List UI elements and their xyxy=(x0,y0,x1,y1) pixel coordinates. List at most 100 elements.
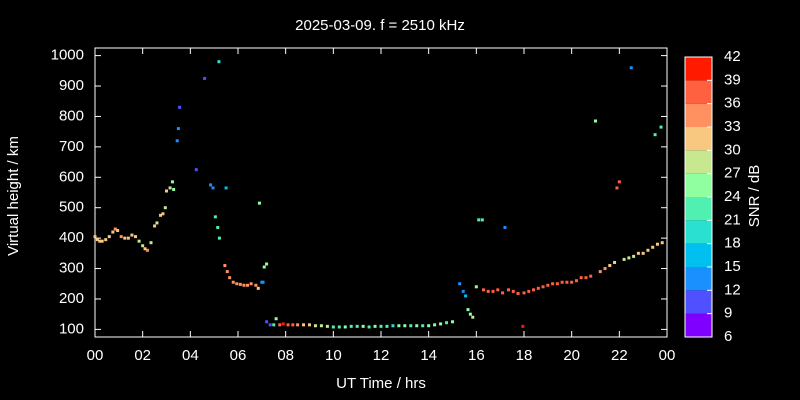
data-point xyxy=(627,256,631,260)
data-point xyxy=(373,324,377,328)
data-point xyxy=(546,283,550,287)
data-point xyxy=(213,215,217,219)
x-tick-label: 20 xyxy=(563,347,580,364)
data-point xyxy=(409,324,413,328)
data-point xyxy=(153,224,157,228)
data-point xyxy=(503,225,507,229)
y-tick-label: 600 xyxy=(59,168,84,185)
data-point xyxy=(507,288,511,292)
data-point xyxy=(116,229,120,233)
data-point xyxy=(355,324,359,328)
data-point xyxy=(165,189,168,193)
data-point xyxy=(249,282,253,286)
data-point xyxy=(608,264,612,268)
data-point xyxy=(477,218,481,222)
colorbar-label: SNR / dB xyxy=(746,165,763,228)
data-point xyxy=(216,225,220,229)
x-tick-label: 00 xyxy=(659,347,676,364)
data-point xyxy=(615,186,619,190)
data-point xyxy=(224,186,228,190)
x-tick-label: 12 xyxy=(373,347,390,364)
colorbar-band xyxy=(685,290,712,314)
data-point xyxy=(176,127,180,131)
y-tick-label: 900 xyxy=(59,77,84,94)
x-tick-label: 00 xyxy=(87,347,104,364)
colorbar-tick-label: 15 xyxy=(724,258,741,275)
data-point xyxy=(532,288,536,292)
data-point xyxy=(100,239,104,243)
data-point xyxy=(235,282,239,286)
data-point xyxy=(209,183,213,187)
data-point xyxy=(141,244,145,248)
data-point xyxy=(415,324,419,328)
colorbar-band xyxy=(685,313,712,337)
y-tick-label: 200 xyxy=(59,290,84,307)
colorbar-band xyxy=(685,103,712,127)
data-point xyxy=(397,324,401,328)
data-point xyxy=(262,265,266,269)
data-point xyxy=(565,280,569,284)
data-point xyxy=(496,288,500,292)
data-point xyxy=(170,180,174,184)
data-point xyxy=(391,324,395,328)
data-point xyxy=(291,323,295,327)
colorbar-tick-label: 39 xyxy=(724,71,741,88)
x-tick-label: 16 xyxy=(468,347,485,364)
data-point xyxy=(574,279,578,283)
data-point xyxy=(268,323,272,327)
data-point xyxy=(598,270,602,274)
data-point xyxy=(464,294,468,298)
data-point xyxy=(217,60,221,64)
data-point xyxy=(421,324,425,328)
colorbar-tick-label: 24 xyxy=(724,188,741,205)
colorbar-band xyxy=(685,127,712,151)
data-point xyxy=(660,241,664,245)
data-point xyxy=(242,283,246,287)
data-point xyxy=(149,241,153,245)
colorbar-tick-label: 42 xyxy=(724,48,741,65)
data-point xyxy=(257,201,261,205)
colorbar-tick-label: 36 xyxy=(724,95,741,112)
data-point xyxy=(143,247,147,251)
data-point xyxy=(228,276,232,280)
data-point xyxy=(551,282,555,286)
data-point xyxy=(603,267,607,271)
data-point xyxy=(584,276,588,280)
data-point xyxy=(427,324,431,328)
colorbar-band xyxy=(685,197,712,221)
colorbar-tick-label: 9 xyxy=(724,305,732,322)
data-point xyxy=(104,238,108,242)
data-point xyxy=(379,324,383,328)
data-point xyxy=(622,257,626,261)
data-point xyxy=(178,105,182,109)
data-point xyxy=(238,282,242,286)
data-point xyxy=(123,236,127,240)
data-point xyxy=(349,324,353,328)
data-point xyxy=(95,238,99,242)
data-point xyxy=(636,251,640,255)
data-point xyxy=(385,324,389,328)
colorbar-tick-label: 18 xyxy=(724,235,741,252)
colorbar-tick-label: 12 xyxy=(724,281,741,298)
data-point xyxy=(337,325,341,329)
data-point xyxy=(256,286,260,290)
data-point xyxy=(313,324,317,328)
y-tick-label: 800 xyxy=(59,107,84,124)
data-point xyxy=(163,206,167,210)
data-point xyxy=(555,282,559,286)
data-point xyxy=(211,186,215,190)
data-point xyxy=(536,286,540,290)
data-point xyxy=(231,280,235,284)
data-point xyxy=(343,325,347,329)
data-point xyxy=(161,212,165,216)
data-point xyxy=(653,133,657,137)
x-tick-label: 02 xyxy=(134,347,151,364)
x-tick-label: 06 xyxy=(230,347,247,364)
data-point xyxy=(93,235,97,239)
data-point xyxy=(613,260,617,264)
data-point xyxy=(594,119,597,123)
data-point xyxy=(107,235,111,239)
colorbar-tick-label: 27 xyxy=(724,165,741,182)
data-point xyxy=(254,283,258,287)
